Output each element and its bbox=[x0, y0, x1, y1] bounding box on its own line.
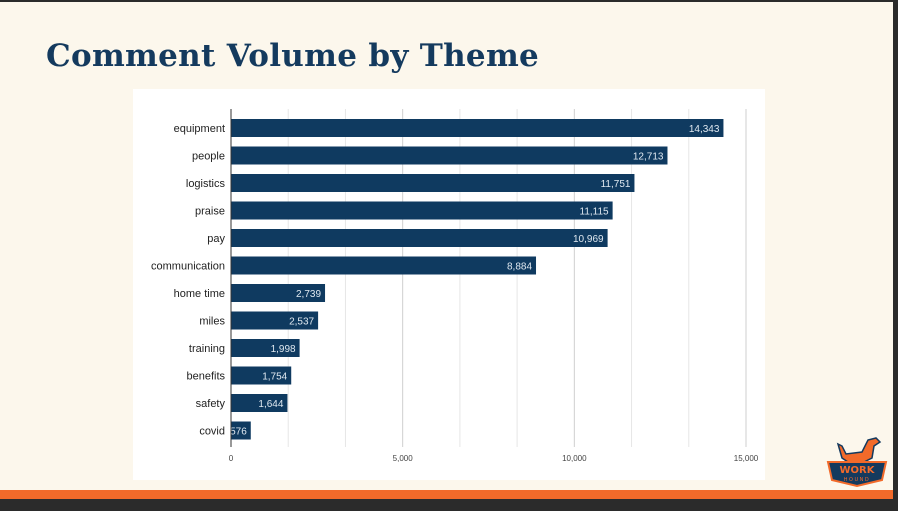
value-label: 1,998 bbox=[271, 344, 296, 355]
category-label: equipment bbox=[174, 123, 225, 135]
value-label: 576 bbox=[230, 427, 247, 438]
slide-title: Comment Volume by Theme bbox=[46, 38, 540, 74]
x-tick-label: 0 bbox=[229, 454, 234, 463]
bar-equipment bbox=[231, 119, 724, 137]
category-label: people bbox=[192, 151, 225, 163]
value-label: 11,115 bbox=[580, 207, 610, 218]
value-label: 11,751 bbox=[601, 179, 631, 190]
category-label: praise bbox=[195, 206, 225, 218]
category-label: benefits bbox=[186, 371, 225, 383]
value-label: 10,969 bbox=[573, 234, 604, 245]
bar-training bbox=[231, 339, 300, 357]
bar-communication bbox=[231, 256, 537, 275]
category-label: training bbox=[189, 343, 225, 355]
value-label: 1,754 bbox=[262, 372, 287, 383]
value-label: 1,644 bbox=[258, 399, 283, 410]
x-tick-label: 15,000 bbox=[734, 454, 759, 463]
footer-accent-bar bbox=[0, 490, 893, 499]
value-label: 2,739 bbox=[296, 289, 321, 300]
bar-home-time bbox=[231, 284, 326, 302]
category-label: safety bbox=[196, 398, 226, 410]
bar-covid bbox=[231, 421, 251, 440]
value-label: 2,537 bbox=[289, 317, 314, 328]
bar-miles bbox=[231, 311, 319, 330]
bar-praise bbox=[231, 201, 613, 220]
category-label: pay bbox=[207, 233, 225, 245]
workhound-logo: WORK HOUND bbox=[826, 437, 888, 488]
svg-text:HOUND: HOUND bbox=[844, 477, 870, 483]
svg-text:WORK: WORK bbox=[840, 465, 876, 476]
value-label: 8,884 bbox=[507, 262, 532, 273]
bar-pay bbox=[231, 229, 608, 247]
bar-people bbox=[231, 146, 668, 165]
bar-benefits bbox=[231, 366, 292, 385]
value-label: 14,343 bbox=[689, 124, 720, 135]
value-label: 12,713 bbox=[633, 152, 664, 163]
category-label: home time bbox=[174, 288, 225, 300]
bar-logistics bbox=[231, 174, 635, 192]
chart-panel: equipment 14,343 people 12,713 logistics 11,7… bbox=[133, 89, 765, 480]
x-tick-label: 10,000 bbox=[562, 454, 587, 463]
bar-safety bbox=[231, 394, 288, 412]
slide: Comment Volume by Theme equipment 14,343 p… bbox=[0, 2, 893, 490]
category-label: logistics bbox=[186, 178, 226, 190]
x-tick-label: 5,000 bbox=[393, 454, 414, 463]
category-label: miles bbox=[199, 316, 225, 328]
category-label: covid bbox=[199, 426, 225, 438]
category-label: communication bbox=[151, 261, 225, 273]
bar-chart: equipment 14,343 people 12,713 logistics 11,7… bbox=[151, 109, 759, 463]
